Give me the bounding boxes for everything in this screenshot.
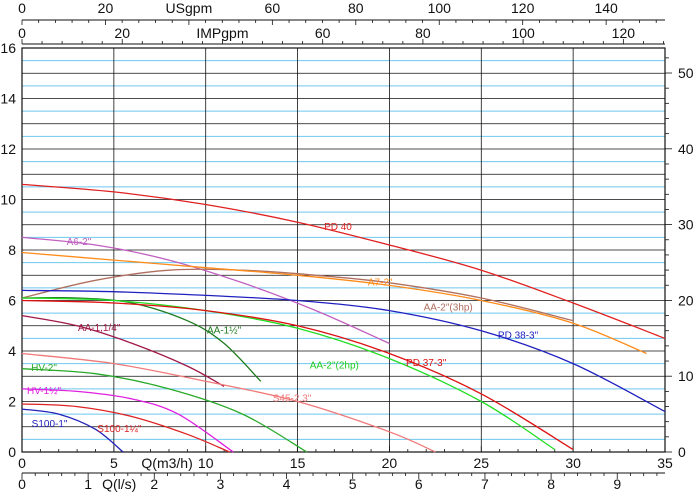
usgpm-tick-label: 20 bbox=[98, 0, 114, 16]
impgpm-tick-label: 20 bbox=[114, 25, 130, 41]
curve-label-a6-2: A6-2" bbox=[67, 237, 92, 248]
ls-tick-label: 9 bbox=[613, 476, 621, 492]
curve-label-pd-37-3: PD 37-3" bbox=[406, 358, 447, 369]
usgpm-tick-label: 120 bbox=[511, 0, 535, 16]
ls-tick-label: 2 bbox=[150, 476, 158, 492]
impgpm-tick-label: 0 bbox=[18, 25, 26, 41]
curve-pd-40 bbox=[21, 183, 666, 340]
ls-tick-label: 0 bbox=[18, 476, 26, 492]
y-left-tick-label: 6 bbox=[8, 293, 16, 309]
curve-label-aa-1: AA-1½" bbox=[207, 325, 242, 336]
x-tick-label: 30 bbox=[565, 455, 581, 471]
curve-aa-2-3hp bbox=[21, 268, 574, 322]
curve-aa-1-1-4 bbox=[21, 314, 225, 387]
ls-tick-label: 4 bbox=[283, 476, 291, 492]
curve-a7-2 bbox=[21, 251, 647, 355]
ls-tick-label: 5 bbox=[349, 476, 357, 492]
ls-tick-label: 1 bbox=[84, 476, 92, 492]
curve-label-s45-2-3: S45-2,3" bbox=[273, 394, 312, 405]
y-right-tick-label: 30 bbox=[678, 217, 694, 233]
x-tick-label: 10 bbox=[198, 455, 214, 471]
x-tick-label: 15 bbox=[290, 455, 306, 471]
x-tick-label: 25 bbox=[473, 455, 489, 471]
impgpm-tick-label: 100 bbox=[511, 25, 535, 41]
curve-label-a7-2: A7-2" bbox=[368, 277, 393, 288]
ls-tick-label: 8 bbox=[547, 476, 555, 492]
y-left-tick-label: 12 bbox=[0, 141, 16, 157]
impgpm-tick-label: 120 bbox=[612, 25, 636, 41]
series-layer bbox=[21, 183, 666, 453]
impgpm-tick-label: 80 bbox=[415, 25, 431, 41]
x-axis-title: Q(m3/h) bbox=[141, 455, 192, 471]
curve-label-s100-1: S100-1" bbox=[32, 419, 68, 430]
curve-label-hv-1: HV-1½" bbox=[27, 386, 62, 397]
curve-pd-37-3 bbox=[21, 299, 574, 451]
ls-axis-title: Q(l/s) bbox=[102, 476, 136, 492]
plot-frame bbox=[21, 47, 666, 453]
ls-tick-label: 7 bbox=[481, 476, 489, 492]
x-tick-label: 0 bbox=[18, 455, 26, 471]
usgpm-tick-label: 80 bbox=[348, 0, 364, 16]
x-tick-label: 35 bbox=[657, 455, 673, 471]
curve-aa-1 bbox=[21, 296, 262, 382]
y-right-tick-label: 50 bbox=[678, 65, 694, 81]
y-left-tick-label: 10 bbox=[0, 192, 16, 208]
ls-tick-label: 3 bbox=[217, 476, 225, 492]
x-tick-label: 5 bbox=[110, 455, 118, 471]
curve-hv-1 bbox=[21, 388, 234, 453]
curve-label-aa-1-1-4: AA-1,1/4" bbox=[78, 323, 121, 334]
label-layer: PD 40 A6-2" AA-2"(3hp) A7-2" PD 38-3" AA-1,1/… bbox=[27, 222, 539, 435]
y-right-tick-label: 10 bbox=[678, 368, 694, 384]
curve-label-aa-2-3hp: AA-2"(3hp) bbox=[424, 303, 473, 314]
impgpm-tick-label: 60 bbox=[315, 25, 331, 41]
grid-layer bbox=[22, 48, 665, 452]
usgpm-tick-label: 0 bbox=[18, 0, 26, 16]
curve-label-pd-38-3: PD 38-3" bbox=[498, 330, 539, 341]
curve-s100-1 bbox=[21, 403, 230, 453]
curve-label-s100-1: S100-1¼" bbox=[97, 423, 142, 435]
y-right-tick-label: 20 bbox=[678, 292, 694, 308]
y-left-tick-label: 2 bbox=[8, 394, 16, 410]
y-right-tick-label: 40 bbox=[678, 141, 694, 157]
x-tick-label: 20 bbox=[382, 455, 398, 471]
y-left-tick-label: 14 bbox=[0, 91, 16, 107]
usgpm-tick-label: 60 bbox=[265, 0, 281, 16]
curve-hv-2 bbox=[21, 368, 308, 453]
curve-s45-2-3 bbox=[21, 352, 436, 453]
curve-label-aa-2-2hp: AA-2"(2hp) bbox=[310, 361, 359, 372]
y-right-tick-label: 0 bbox=[678, 444, 686, 460]
y-left-tick-label: 4 bbox=[8, 343, 16, 359]
curve-label-hv-2: HV-2" bbox=[31, 363, 57, 374]
usgpm-tick-label: 100 bbox=[428, 0, 452, 16]
usgpm-tick-label: 140 bbox=[594, 0, 618, 16]
curve-a6-2 bbox=[21, 236, 390, 344]
curve-label-pd-40: PD 40 bbox=[324, 222, 352, 233]
y-left-tick-label: 16 bbox=[0, 40, 16, 56]
ls-tick-label: 6 bbox=[415, 476, 423, 492]
y-left-tick-label: 0 bbox=[8, 444, 16, 460]
curve-s100-1 bbox=[21, 408, 124, 453]
curve-pd-38-3 bbox=[21, 289, 666, 413]
curve-aa-2-2hp bbox=[21, 297, 556, 451]
y-left-tick-label: 8 bbox=[8, 242, 16, 258]
usgpm-axis-title: USgpm bbox=[166, 0, 213, 16]
impgpm-axis-title: IMPgpm bbox=[196, 25, 248, 41]
